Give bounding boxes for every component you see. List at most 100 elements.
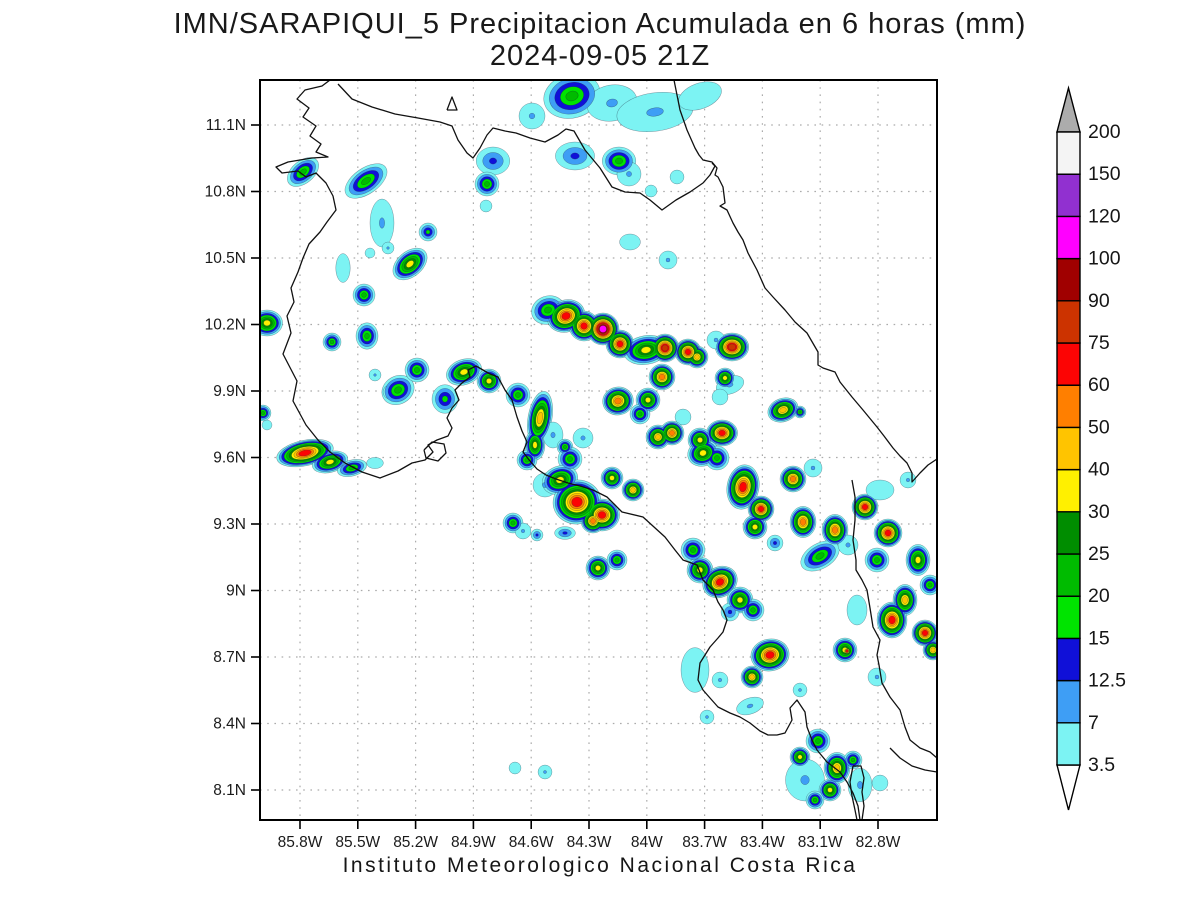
coastline [446, 96, 458, 111]
colorbar-label: 3.5 [1088, 754, 1115, 776]
precip-contour [857, 781, 863, 789]
colorbar-box [1056, 595, 1081, 640]
precip-contour [831, 526, 839, 534]
precip-contour [562, 444, 568, 450]
precip-contour [562, 531, 568, 535]
precip-contour [779, 407, 787, 413]
colorbar-label: 120 [1088, 205, 1121, 227]
precip-contour [749, 674, 755, 680]
precip-contour [722, 375, 728, 381]
precip-contour [757, 505, 765, 513]
lon-tick-label: 84.9W [451, 834, 496, 851]
coastline [889, 747, 937, 773]
precip-contour [646, 107, 664, 117]
precip-contour [386, 246, 390, 250]
precip-contour [810, 465, 816, 471]
precip-contour [711, 388, 729, 406]
precip-contour [669, 430, 675, 436]
precip-contour [798, 688, 802, 692]
precip-contour [260, 410, 266, 416]
precip-contour [815, 738, 821, 744]
precip-contour [561, 312, 571, 320]
lat-tick-label: 8.1N [213, 782, 246, 799]
colorbar-label: 40 [1088, 459, 1110, 481]
precip-contour [669, 169, 685, 185]
lon-tick-label: 85.5W [335, 834, 380, 851]
coastline [673, 80, 937, 483]
coastline [423, 441, 447, 462]
precip-contour [915, 556, 921, 564]
colorbar-label: 90 [1088, 290, 1110, 312]
coastline [849, 765, 865, 820]
precip-contour [535, 533, 539, 537]
precip-contour [615, 157, 623, 165]
precip-contour [532, 441, 538, 449]
precip-contour [874, 557, 880, 563]
precip-contour [329, 339, 335, 345]
precip-contour [614, 557, 620, 563]
precip-contour [486, 378, 492, 384]
precip-contour [595, 565, 601, 571]
precip-contour [714, 455, 720, 461]
colorbar-label: 200 [1088, 121, 1121, 143]
precip-contour [366, 457, 384, 469]
precip-contour [902, 596, 908, 604]
precip-contour [373, 373, 377, 377]
colorbar-box [1056, 300, 1081, 344]
colorbar-box [1056, 679, 1081, 724]
precip-contour [845, 649, 849, 653]
precip-contour [645, 397, 651, 403]
precip-contour [580, 322, 588, 330]
precip-contour [728, 343, 736, 351]
precip-contour [718, 429, 726, 437]
lat-tick-label: 9.6N [213, 450, 246, 467]
precip-contour [325, 459, 335, 465]
precip-contour [508, 761, 522, 775]
lon-tick-label: 85.8W [278, 834, 323, 851]
precip-contour [746, 703, 754, 709]
colorbar-box [1056, 257, 1081, 302]
lat-tick-label: 8.4N [213, 716, 246, 733]
precip-contour [717, 677, 723, 683]
colorbar-box [1056, 426, 1081, 471]
lon-tick-label: 84.3W [567, 834, 612, 851]
precip-contour [616, 340, 624, 348]
lon-tick-label: 83.1W [798, 834, 843, 851]
precip-contour [690, 547, 696, 553]
precip-contour [263, 319, 271, 327]
precip-contour [713, 337, 719, 343]
lat-tick-label: 10.2N [205, 317, 246, 334]
precip-contour [845, 542, 851, 548]
precip-contour [874, 674, 880, 680]
page-subtitle: 2024-09-05 21Z [489, 40, 711, 72]
precip-contour [674, 408, 692, 426]
footer-credit: Instituto Meteorologico Nacional Costa R… [342, 854, 858, 877]
precip-contour [567, 456, 573, 462]
precip-contour [715, 578, 725, 586]
lon-tick-label: 84W [631, 834, 663, 851]
colorbar-label: 75 [1088, 332, 1110, 354]
precip-contour [630, 487, 636, 493]
precip-contour [789, 475, 797, 483]
axis-ticks: 11.1N 10.8N 10.5N 10.2N 9.9N 9.6N 9.3N 9N 8.7N 8.… [205, 117, 901, 851]
precip-contour [850, 757, 856, 763]
precip-contour [694, 354, 700, 360]
precip-contour [772, 540, 778, 546]
precip-contour [658, 373, 666, 381]
precip-contour [606, 98, 618, 108]
colorbar-label: 15 [1088, 627, 1110, 649]
precip-contour [609, 475, 615, 481]
precip-contour [750, 607, 756, 613]
colorbar-box [1056, 511, 1081, 555]
colorbar-label: 100 [1088, 248, 1121, 270]
lat-tick-label: 10.8N [205, 184, 246, 201]
precip-contour [536, 411, 544, 425]
precip-contour [865, 479, 895, 501]
precip-contour [884, 529, 892, 537]
precip-contour [479, 199, 493, 213]
colorbar-box [1056, 342, 1081, 386]
precip-contour [520, 528, 526, 534]
precip-contour [544, 306, 552, 314]
coastlines [275, 80, 937, 820]
